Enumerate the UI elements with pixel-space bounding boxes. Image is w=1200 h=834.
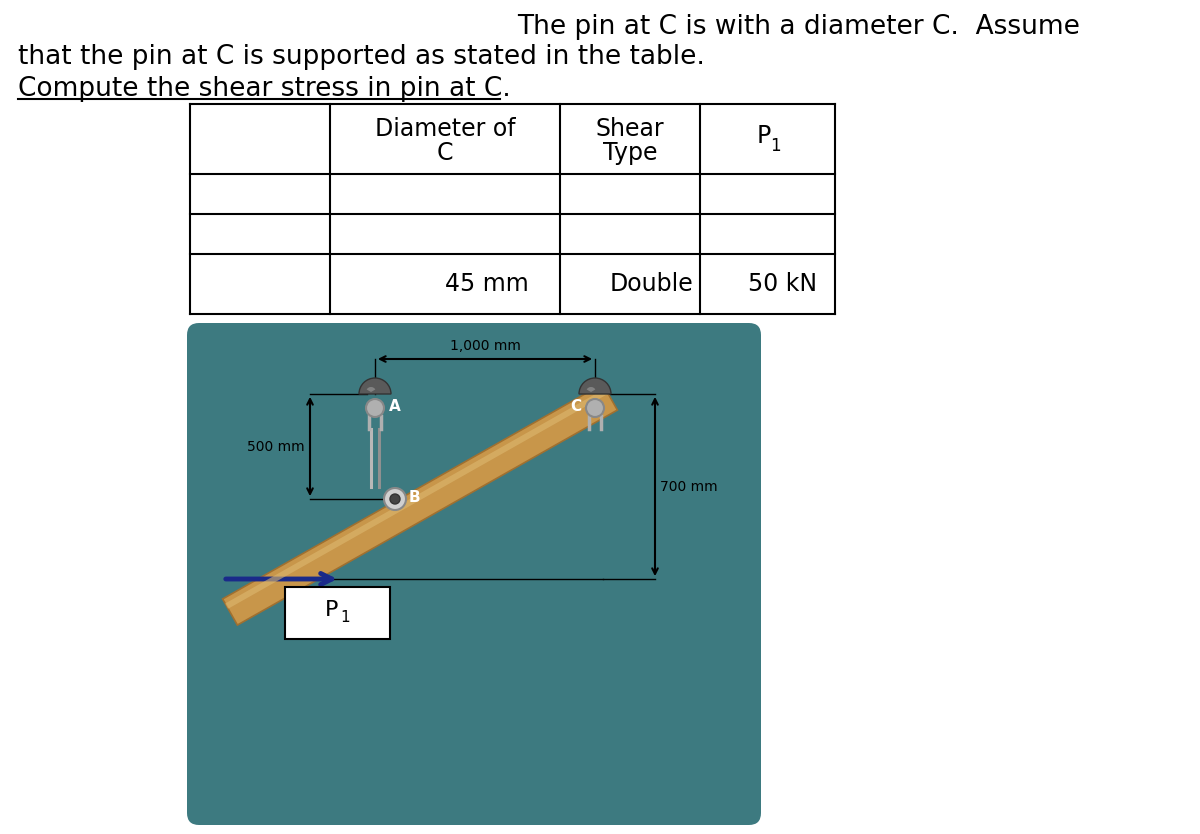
Bar: [190, 104, 835, 314]
Wedge shape: [587, 387, 595, 392]
Text: 500 mm: 500 mm: [247, 440, 305, 454]
Text: 45 mm: 45 mm: [445, 272, 529, 296]
Text: P: P: [325, 600, 338, 620]
Text: C: C: [570, 399, 581, 414]
Polygon shape: [223, 384, 617, 625]
Wedge shape: [367, 387, 376, 392]
Text: Type: Type: [602, 141, 658, 165]
Text: 50 kN: 50 kN: [748, 272, 817, 296]
Circle shape: [366, 399, 384, 417]
Polygon shape: [226, 389, 608, 609]
Text: A: A: [389, 399, 401, 414]
Text: Compute the shear stress in pin at C.: Compute the shear stress in pin at C.: [18, 76, 511, 102]
Text: C: C: [437, 141, 454, 165]
Text: Shear: Shear: [595, 117, 665, 141]
Circle shape: [586, 399, 604, 417]
Text: 1: 1: [770, 137, 781, 155]
FancyBboxPatch shape: [187, 323, 761, 825]
Text: B: B: [409, 490, 421, 505]
Text: 1,000 mm: 1,000 mm: [450, 339, 521, 353]
Text: 700 mm: 700 mm: [660, 480, 718, 494]
Wedge shape: [580, 378, 611, 394]
Text: 1: 1: [341, 610, 350, 626]
Text: The pin at C is with a diameter C.  Assume: The pin at C is with a diameter C. Assum…: [517, 14, 1080, 40]
Text: that the pin at C is supported as stated in the table.: that the pin at C is supported as stated…: [18, 44, 704, 70]
Text: P: P: [756, 124, 770, 148]
Text: Diameter of: Diameter of: [374, 117, 515, 141]
Circle shape: [390, 494, 400, 504]
Wedge shape: [359, 378, 391, 394]
Bar: [286, 587, 390, 639]
Text: Double: Double: [610, 272, 694, 296]
Circle shape: [384, 488, 406, 510]
